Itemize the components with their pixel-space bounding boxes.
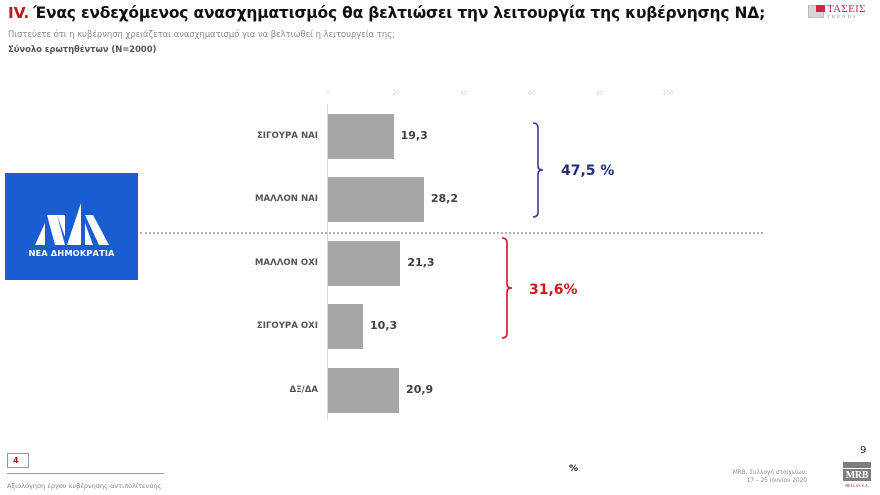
sample-base: Σύνολο ερωτηθέντων (Ν=2000) — [8, 44, 157, 54]
source-note: MRB, Συλλογή στοιχείων: 17 – 25 Ιουνίου … — [733, 469, 807, 485]
bar-value: 19,3 — [400, 129, 428, 142]
footer-divider — [7, 473, 164, 474]
mrb-logo: MRB HELLAS S.A. — [843, 462, 871, 491]
nea-dimokratia-logo: ΝΕΑ ΔΗΜΟΚΡΑΤΙΑ — [5, 173, 138, 280]
positive-group-total: 47,5 % — [561, 163, 615, 179]
axis-tick: 60 — [528, 90, 536, 97]
source-line-2: 17 – 25 Ιουνίου 2020 — [746, 478, 808, 484]
tases-logo-text: ΤΑΣΕΙΣ — [827, 3, 866, 15]
y-axis-line — [327, 104, 328, 420]
bar-value: 10,3 — [370, 319, 398, 332]
axis-tick: 40 — [460, 90, 468, 97]
source-line-1: MRB, Συλλογή στοιχείων: — [732, 470, 807, 476]
question-text: Πιστεύετε ότι η κυβέρνηση χρειάζεται ανα… — [8, 29, 395, 39]
nd-emblem-icon — [35, 203, 109, 245]
mrb-logo-stripe — [843, 462, 871, 468]
axis-tick: 0 — [326, 90, 330, 97]
negative-group-total: 31,6% — [529, 282, 578, 298]
title-text: Ένας ενδεχόμενος ανασχηματισμός θα βελτι… — [33, 4, 766, 22]
section-number: IV. — [8, 4, 30, 22]
category-label: ΔΞ/ΔΑ — [289, 385, 318, 395]
party-name: ΝΕΑ ΔΗΜΟΚΡΑΤΙΑ — [28, 248, 115, 258]
negative-group-bracket-icon — [501, 237, 513, 339]
bar-sigoura-nai — [328, 114, 394, 159]
mrb-logo-text: MRB — [845, 470, 869, 481]
mrb-logo-subtext: HELLAS S.A. — [845, 483, 869, 488]
positive-group-bracket-icon — [532, 122, 544, 218]
bar-mallon-nai — [328, 177, 424, 222]
category-label: ΜΑΛΛΟΝ ΟΧΙ — [254, 258, 318, 268]
tases-trends-logo: ΤΑΣΕΙΣ TRENDS — [808, 3, 870, 20]
slide-number: 9 — [860, 445, 867, 456]
bar-value: 20,9 — [406, 383, 434, 396]
axis-tick: 20 — [392, 90, 400, 97]
axis-tick: 100 — [662, 90, 674, 97]
section-number-box: 4 — [7, 453, 29, 468]
unit-label: % — [569, 464, 579, 474]
yes-no-separator — [140, 232, 763, 234]
section-title: Αξιολόγηση έργου κυβέρνησης-αντιπολίτευσ… — [7, 482, 162, 490]
tases-logo-icon — [808, 5, 825, 18]
tases-logo-subtext: TRENDS — [827, 14, 858, 19]
category-label: ΣΙΓΟΥΡΑ ΟΧΙ — [256, 321, 318, 331]
axis-tick: 80 — [596, 90, 604, 97]
bar-mallon-oxi — [328, 241, 401, 286]
bar-dx-da — [328, 368, 400, 413]
category-label: ΜΑΛΛΟΝ ΝΑΙ — [254, 194, 318, 204]
bar-value: 28,2 — [430, 192, 459, 205]
mrb-logo-block — [843, 469, 871, 481]
slide-title: IV. Ένας ενδεχόμενος ανασχηματισμός θα βε… — [8, 4, 765, 22]
bar-value: 21,3 — [407, 256, 435, 269]
category-label: ΣΙΓΟΥΡΑ ΝΑΙ — [256, 131, 318, 141]
bar-sigoura-oxi — [328, 304, 364, 349]
